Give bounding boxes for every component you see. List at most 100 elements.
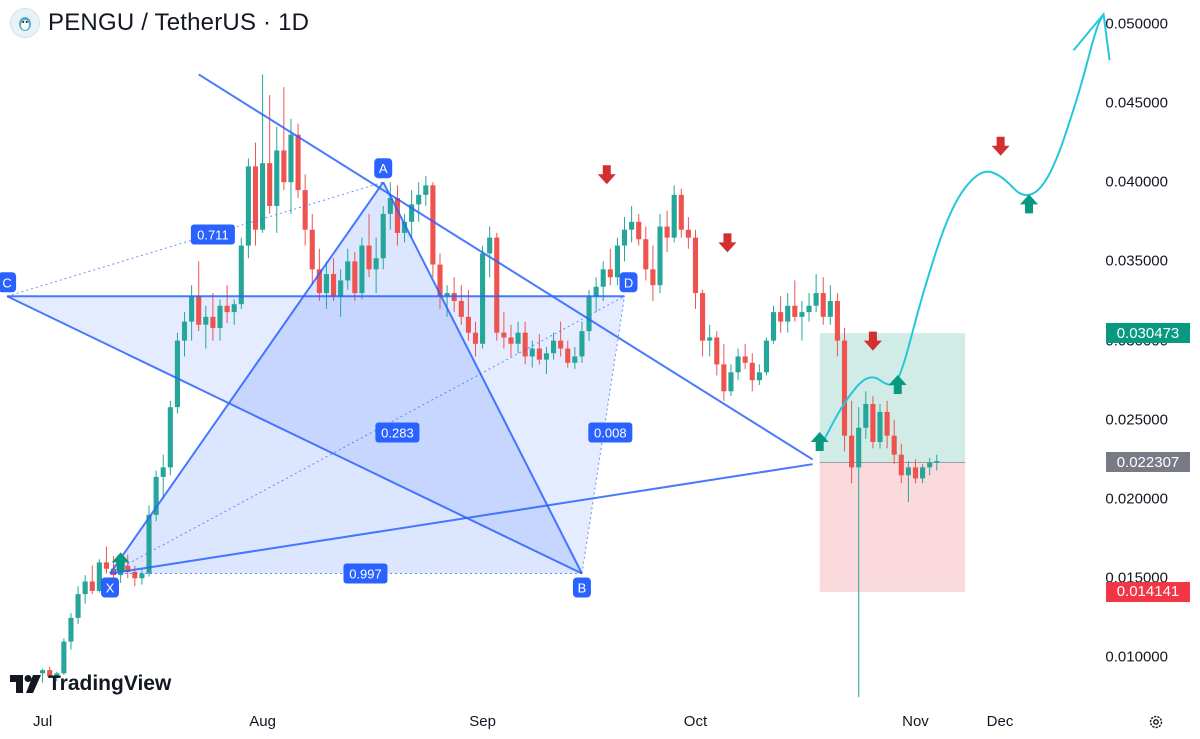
pattern-leg-bc [6,295,583,575]
candle [856,407,862,698]
candle [700,289,706,357]
candle [274,126,280,233]
candle [231,299,237,325]
candle [721,343,727,401]
ratio-label-box [588,422,633,443]
candle [217,299,223,341]
candle [572,346,578,370]
candle [536,334,542,365]
candle [636,213,642,246]
candle [849,400,855,484]
pattern-point-label: C [2,275,11,290]
y-tick-label: 0.025000 [1105,411,1168,429]
candle [579,321,585,363]
candle [409,190,415,238]
pattern-point-label: D [624,275,633,290]
candle [487,226,493,278]
candle [494,232,500,341]
down-arrow-icon [863,331,882,351]
y-tick-label: 0.010000 [1105,648,1168,666]
candle [657,213,663,294]
y-tick-label: 0.040000 [1105,173,1168,191]
candle [267,95,273,214]
stop-price-tag: 0.014141 [1106,581,1190,602]
candle [607,248,613,286]
candle [671,185,677,243]
settings-gear-icon[interactable] [1148,714,1164,730]
candle [891,419,897,465]
candle [600,261,606,302]
candle [650,245,656,302]
candle [678,188,684,238]
pattern-leg-ab [382,181,583,574]
tradingview-logo-icon [10,675,41,693]
candle [728,364,734,397]
candle [252,142,259,246]
candle [934,454,940,471]
x-tick-label: Nov [902,713,929,730]
pattern-point-box [0,272,17,293]
up-arrow-icon [1020,194,1039,214]
candle [763,337,770,376]
candle [586,289,592,341]
candle [529,340,535,368]
candle [785,293,791,333]
candle [707,324,713,357]
candle [664,210,670,252]
candle [238,237,244,309]
candle [139,568,145,585]
projection-path [818,13,1105,449]
candle [558,321,564,357]
candle [593,277,599,313]
pattern-xab-triangle [110,182,582,574]
candle [472,321,479,357]
pattern-leg-xa [109,181,385,575]
candle [827,285,833,325]
candle [401,213,408,243]
candle [54,671,60,682]
candle [621,217,628,262]
pattern-bcd-triangle [7,296,625,574]
candle [47,666,53,679]
candle [323,261,330,309]
candle [245,158,251,259]
pattern-point-box [572,577,591,598]
candle [89,565,95,595]
candle [863,391,869,439]
candle [260,74,266,233]
candle [756,364,762,385]
candle [444,285,450,317]
candle [160,454,166,500]
candle [465,289,471,341]
up-arrow-icon [111,552,130,572]
candle [96,559,102,593]
candle [288,118,294,214]
candle [770,305,777,344]
candle [352,251,358,302]
candle [302,174,308,246]
candle [813,274,819,313]
candle [614,237,620,286]
ratio-label-box [375,422,420,443]
x-tick-label: Oct [683,713,708,730]
candle [841,327,848,452]
ratio-label: 0.711 [197,227,229,242]
candle [210,293,216,341]
candle [820,277,826,325]
candle [103,546,110,574]
candle [742,343,748,370]
candle [189,285,195,341]
candle [224,285,230,324]
candle [416,182,422,222]
candle [167,400,173,476]
x-tick-label: Sep [469,713,496,730]
up-arrow-icon [810,432,829,452]
candle [330,258,337,302]
ratio-label-box [343,563,388,584]
candle [749,353,755,392]
tradingview-branding[interactable]: TradingView [10,672,171,696]
y-tick-label: 0.035000 [1105,252,1168,270]
candle [40,668,46,683]
candle [387,182,393,230]
